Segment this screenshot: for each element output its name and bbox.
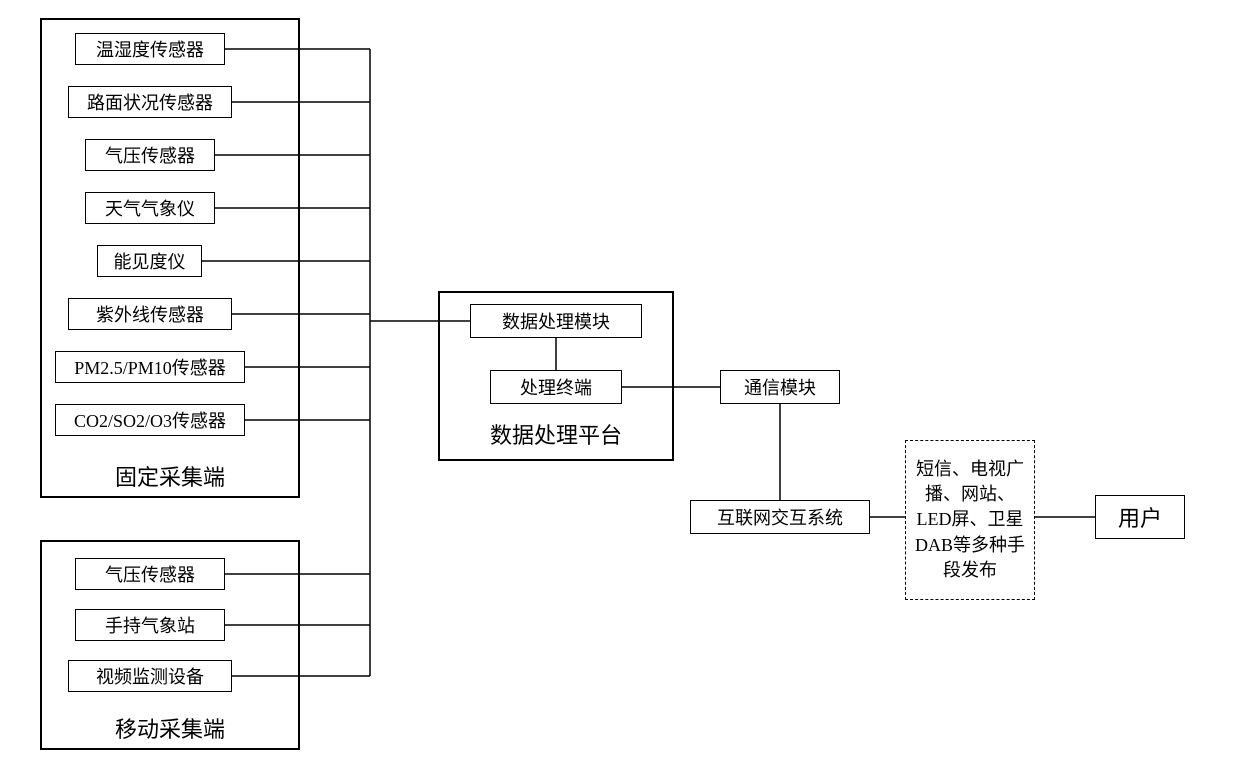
diagram-container: 温湿度传感器 路面状况传感器 气压传感器 天气气象仪 能见度仪 紫外线传感器 P… [0,0,1240,766]
comm-module: 通信模块 [720,370,840,404]
sensor-temp-humidity: 温湿度传感器 [75,33,225,65]
internet-interaction-system: 互联网交互系统 [690,500,870,534]
sensor-pressure-fixed: 气压传感器 [85,139,215,171]
sensor-uv: 紫外线传感器 [68,298,232,330]
sensor-pm: PM2.5/PM10传感器 [55,351,245,383]
sensor-video-monitor: 视频监测设备 [68,660,232,692]
user-node: 用户 [1095,495,1185,539]
sensor-handheld-weather: 手持气象站 [75,609,225,641]
data-processing-module: 数据处理模块 [470,304,642,338]
distribution-means: 短信、电视广播、网站、LED屏、卫星DAB等多种手段发布 [905,440,1035,600]
sensor-pressure-mobile: 气压传感器 [75,558,225,590]
sensor-gas: CO2/SO2/O3传感器 [55,404,245,436]
data-processing-title: 数据处理平台 [438,418,674,450]
sensor-weather-meter: 天气气象仪 [85,192,215,224]
sensor-road-condition: 路面状况传感器 [68,86,232,118]
sensor-visibility: 能见度仪 [97,245,202,277]
mobile-collection-title: 移动采集端 [40,712,300,744]
processing-terminal: 处理终端 [490,370,622,404]
fixed-collection-title: 固定采集端 [40,460,300,492]
